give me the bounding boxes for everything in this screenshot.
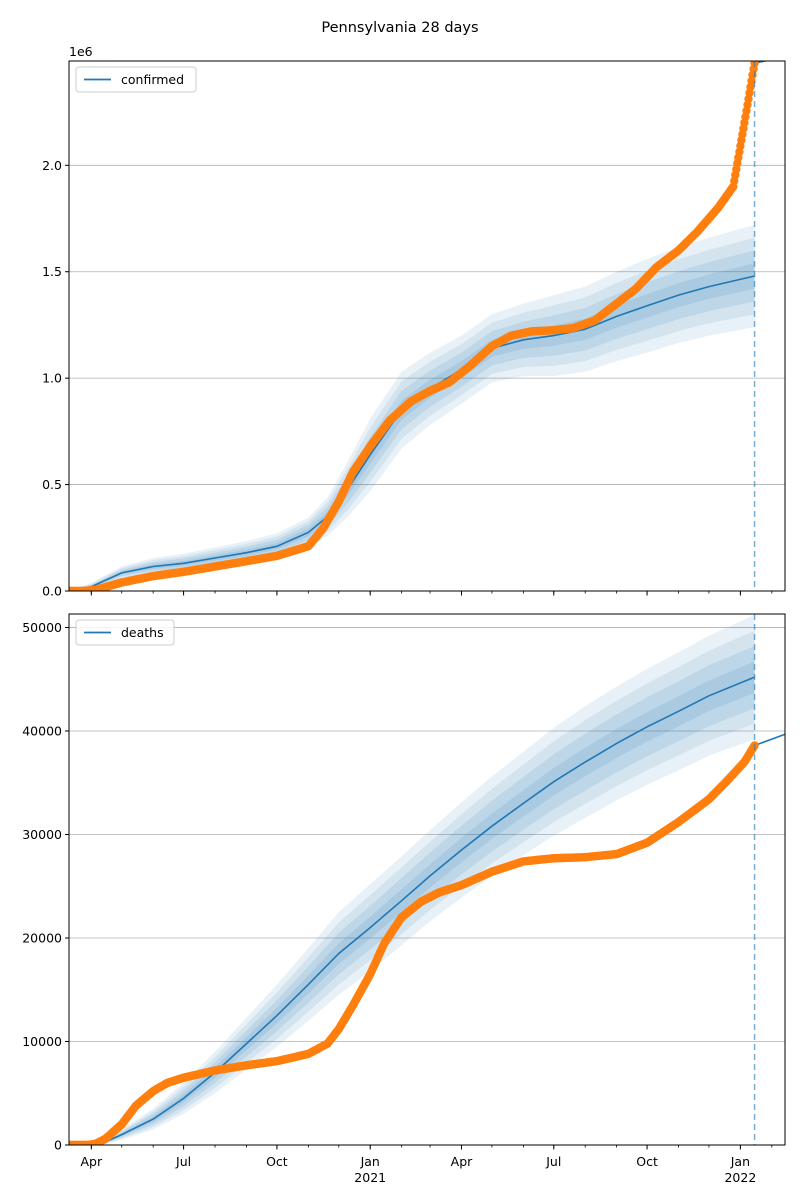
y-tick-label: 50000 [22, 620, 62, 635]
observed-series-confirmed [69, 61, 759, 591]
x-tick-label: Jan [360, 1154, 380, 1169]
panel-confirmed: 0.0 0.5 1.0 1.5 2.0 1e6 confirmed [42, 44, 786, 599]
y-tick-label: 20000 [22, 930, 62, 945]
model-line-confirmed [69, 275, 755, 591]
y-tick-label: 10000 [22, 1034, 62, 1049]
uncertainty-band-1 [69, 630, 755, 1145]
x-tick-label: Jan [730, 1154, 750, 1169]
x-tick-year-label: 2022 [724, 1170, 756, 1185]
legend-confirmed: confirmed [75, 66, 197, 93]
forecast-line-deaths [754, 733, 785, 747]
x-tick-year-label: 2021 [354, 1170, 386, 1185]
x-tick-label: Oct [636, 1154, 658, 1169]
model-line-deaths [69, 676, 755, 1145]
y-tick-label: 0 [54, 1138, 62, 1153]
forecast-line-confirmed [754, 61, 769, 64]
y-tick-label: 0.5 [42, 477, 62, 492]
uncertainty-band-3 [69, 263, 755, 591]
legend-box [75, 66, 197, 93]
uncertainty-band-0 [69, 224, 755, 591]
y-tick-label: 40000 [22, 723, 62, 738]
y-tick-label: 30000 [22, 827, 62, 842]
x-tick-label: Jul [545, 1154, 561, 1169]
x-tick-label: Oct [266, 1154, 288, 1169]
legend-deaths: deaths [75, 619, 175, 646]
y-tick-label: 1.5 [42, 264, 62, 279]
axes-frame [68, 60, 786, 592]
figure-title: Pennsylvania 28 days [321, 20, 479, 36]
observed-series-deaths [69, 741, 759, 1145]
uncertainty-band-3 [69, 661, 755, 1145]
y-tick-label: 1.0 [42, 371, 62, 386]
axes-frame [68, 613, 786, 1146]
legend-box [75, 619, 175, 646]
x-tick-label: Apr [451, 1154, 473, 1169]
x-tick-label: Apr [80, 1154, 102, 1169]
y-tick-label: 0.0 [42, 584, 62, 599]
y-offset-label: 1e6 [69, 44, 93, 59]
uncertainty-band-0 [69, 615, 755, 1145]
plot-area-deaths [69, 614, 785, 1145]
legend-label: deaths [121, 625, 164, 640]
y-tick-label: 2.0 [42, 158, 62, 173]
legend-label: confirmed [121, 72, 184, 87]
plot-area-confirmed [69, 61, 785, 591]
x-tick-label: Jul [175, 1154, 191, 1169]
uncertainty-band-2 [69, 646, 755, 1145]
uncertainty-band-2 [69, 250, 755, 591]
